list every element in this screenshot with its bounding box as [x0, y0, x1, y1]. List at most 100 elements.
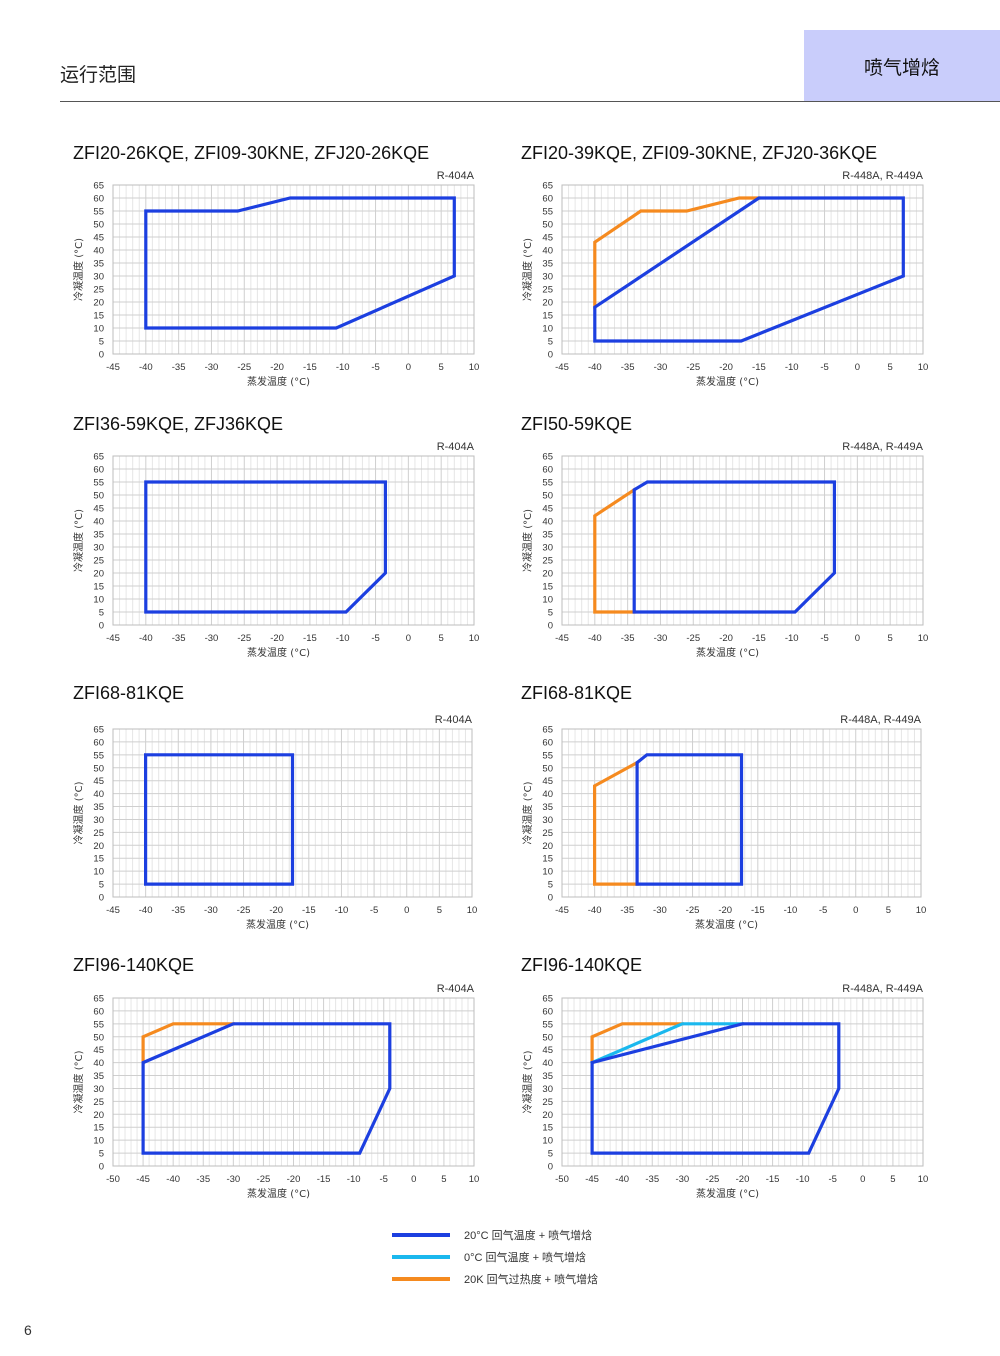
x-tick-label: -30	[654, 633, 668, 644]
x-tick-label: -45	[555, 362, 569, 373]
y-tick-label: 25	[542, 828, 553, 839]
refrigerant-label: R-404A	[435, 714, 473, 726]
x-tick-label: -5	[829, 1174, 837, 1185]
y-tick-label: 55	[93, 1019, 104, 1030]
y-tick-label: 45	[93, 1045, 104, 1056]
x-tick-label: 0	[853, 905, 858, 916]
x-tick-label: -35	[171, 905, 185, 916]
x-tick-label: 5	[439, 362, 444, 373]
x-tick-label: -25	[237, 905, 251, 916]
x-tick-label: -5	[820, 633, 828, 644]
legend-label-blue: 20°C 回气温度 + 喷气增焓	[464, 1230, 593, 1242]
y-tick-label: 45	[93, 504, 104, 515]
y-tick-label: 50	[93, 1032, 104, 1043]
y-tick-label: 35	[542, 259, 553, 270]
y-tick-label: 45	[542, 504, 553, 515]
x-tick-label: -20	[287, 1174, 301, 1185]
x-tick-label: -40	[615, 1174, 629, 1185]
y-tick-label: 65	[93, 181, 104, 192]
y-axis-label: 冷凝温度 (°C)	[521, 1050, 534, 1113]
y-tick-label: 55	[542, 207, 553, 218]
y-axis-label: 冷凝温度 (°C)	[72, 509, 85, 572]
x-tick-label: -40	[588, 905, 602, 916]
y-tick-label: 65	[542, 181, 553, 192]
x-tick-label: -10	[336, 362, 350, 373]
x-tick-label: -5	[380, 1174, 388, 1185]
chart-title-3: ZFI36-59KQE, ZFJ36KQE	[73, 414, 284, 434]
y-tick-label: 35	[542, 530, 553, 541]
x-tick-label: 5	[439, 633, 444, 644]
y-tick-label: 35	[542, 802, 553, 813]
x-axis-label: 蒸发温度 (°C)	[696, 1187, 759, 1200]
x-axis-label: 蒸发温度 (°C)	[247, 646, 310, 659]
x-axis-label: 蒸发温度 (°C)	[696, 375, 759, 388]
x-tick-label: 0	[406, 633, 411, 644]
plot-frame	[112, 997, 475, 1167]
y-tick-label: 10	[93, 867, 104, 878]
refrigerant-label: R-448A, R-449A	[840, 714, 921, 726]
y-tick-label: 5	[99, 1149, 104, 1160]
y-tick-label: 35	[93, 259, 104, 270]
y-tick-label: 45	[542, 1045, 553, 1056]
y-tick-label: 20	[542, 298, 553, 309]
x-tick-label: -20	[719, 633, 733, 644]
x-tick-label: 0	[860, 1174, 865, 1185]
y-tick-label: 65	[542, 452, 553, 463]
x-tick-label: -25	[686, 362, 700, 373]
chart-title-1: ZFI20-26KQE, ZFI09-30KNE, ZFJ20-26KQE	[73, 143, 430, 163]
y-tick-label: 35	[542, 1071, 553, 1082]
x-tick-label: -30	[653, 905, 667, 916]
envelope-blue	[590, 1022, 841, 1155]
y-tick-label: 30	[93, 272, 104, 283]
y-tick-label: 30	[542, 272, 553, 283]
y-tick-label: 50	[93, 220, 104, 231]
y-tick-label: 45	[93, 233, 104, 244]
x-tick-label: -15	[302, 905, 316, 916]
legend-label-orange: 20K 回气过热度 + 喷气增焓	[464, 1274, 599, 1286]
envelope-blue	[593, 196, 905, 343]
x-tick-label: -45	[106, 633, 120, 644]
x-tick-label: -10	[785, 633, 799, 644]
y-tick-label: 40	[93, 517, 104, 528]
x-tick-label: 5	[890, 1174, 895, 1185]
y-tick-label: 30	[542, 815, 553, 826]
y-tick-label: 25	[542, 556, 553, 567]
y-tick-label: 60	[93, 465, 104, 476]
refrigerant-label: R-404A	[437, 170, 475, 182]
x-tick-label: 0	[404, 905, 409, 916]
x-tick-label: -40	[166, 1174, 180, 1185]
x-tick-label: -35	[172, 633, 186, 644]
x-tick-label: -40	[139, 362, 153, 373]
y-tick-label: 55	[542, 478, 553, 489]
y-tick-label: 45	[542, 233, 553, 244]
chart-title-6: ZFI68-81KQE	[521, 683, 633, 703]
y-tick-label: 30	[93, 815, 104, 826]
y-tick-label: 60	[93, 1006, 104, 1017]
x-tick-label: 0	[855, 633, 860, 644]
envelope-orange	[592, 760, 640, 886]
x-axis-label: 蒸发温度 (°C)	[695, 918, 758, 931]
y-tick-label: 5	[548, 1149, 553, 1160]
refrigerant-label: R-448A, R-449A	[842, 441, 923, 453]
y-tick-label: 55	[93, 750, 104, 761]
plot-frame	[112, 184, 475, 355]
y-tick-label: 65	[93, 994, 104, 1005]
plot-frame	[561, 455, 924, 626]
y-tick-label: 40	[93, 1058, 104, 1069]
y-tick-label: 25	[93, 285, 104, 296]
x-tick-label: 10	[469, 362, 480, 373]
x-axis-label: 蒸发温度 (°C)	[696, 646, 759, 659]
x-tick-label: -5	[819, 905, 827, 916]
y-tick-label: 10	[542, 1136, 553, 1147]
x-tick-label: -10	[796, 1174, 810, 1185]
y-tick-label: 40	[93, 246, 104, 257]
y-tick-label: 10	[542, 595, 553, 606]
y-tick-label: 20	[93, 1110, 104, 1121]
x-tick-label: -40	[588, 362, 602, 373]
legend-swatch-blue	[392, 1233, 450, 1237]
plot-frame	[112, 455, 475, 626]
x-tick-label: -30	[205, 633, 219, 644]
